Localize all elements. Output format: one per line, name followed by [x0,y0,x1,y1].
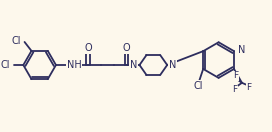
Text: Cl: Cl [11,36,21,46]
Text: O: O [123,43,131,53]
Text: O: O [84,43,92,53]
Text: F: F [233,71,238,80]
Text: N: N [130,60,138,70]
Text: N: N [238,45,245,55]
Text: Cl: Cl [1,60,10,70]
Text: NH: NH [67,60,82,70]
Text: F: F [247,83,252,92]
Text: Cl: Cl [193,81,203,91]
Text: F: F [232,85,237,94]
Text: N: N [169,60,177,70]
